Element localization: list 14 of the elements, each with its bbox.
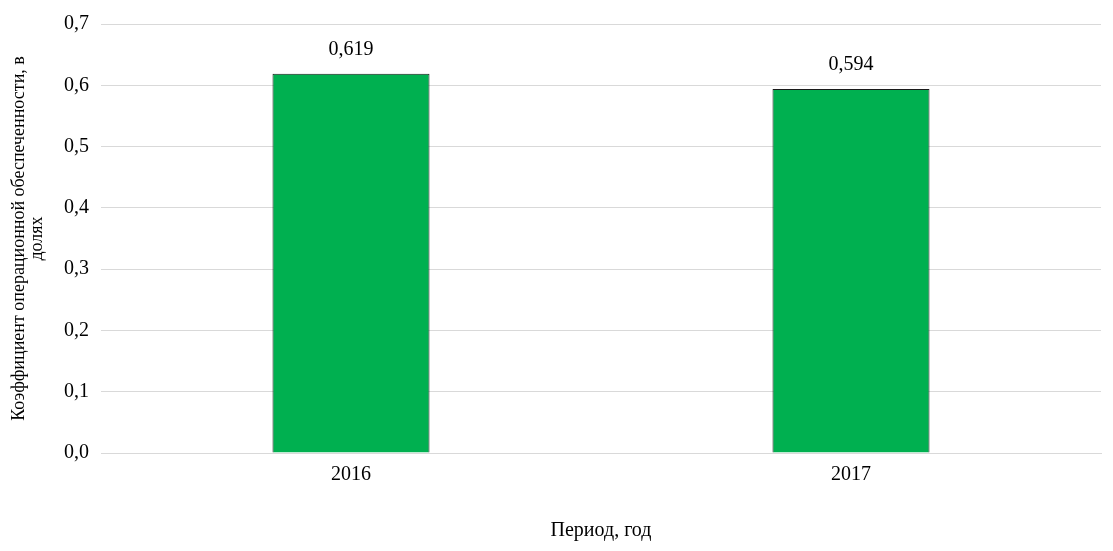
y-tick-label: 0,3: [64, 256, 89, 279]
x-tick-label: 2017: [831, 462, 871, 485]
x-axis-title: Период, год: [550, 518, 652, 542]
y-tick-label: 0,7: [64, 11, 89, 34]
y-tick-label: 0,5: [64, 133, 89, 156]
y-tick-label: 0,1: [64, 378, 89, 401]
data-label: 0,594: [828, 52, 874, 75]
y-tick-label: 0,4: [64, 195, 89, 218]
data-label: 0,619: [328, 36, 374, 59]
y-tick-label: 0,2: [64, 317, 89, 340]
y-tick-label: 0,6: [64, 72, 89, 95]
y-tick-label: 0,0: [64, 440, 89, 463]
x-tick-label: 2016: [331, 462, 371, 485]
y-axis-title: Коэффициент операционной обеспеченности, в долях: [7, 56, 46, 421]
